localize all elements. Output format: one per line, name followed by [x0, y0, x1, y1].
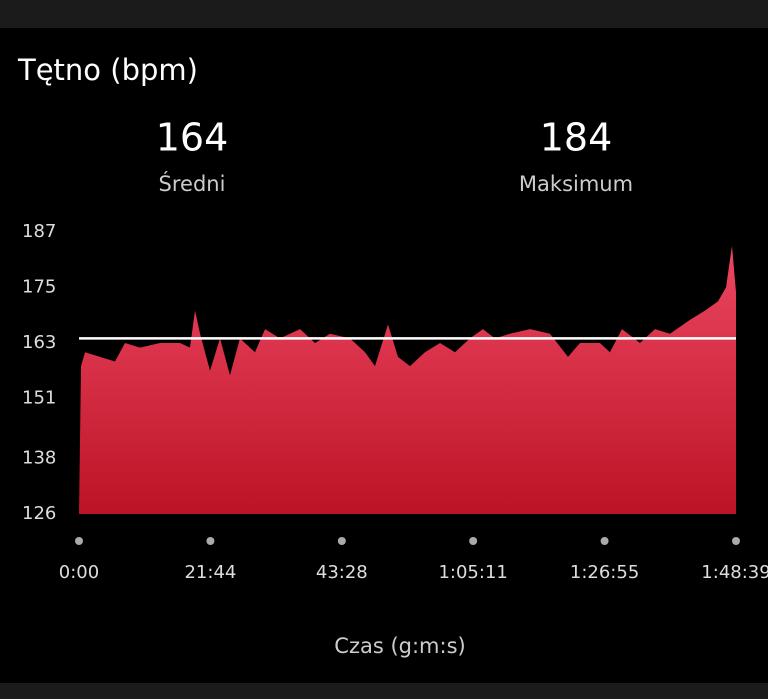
y-tick-label: 126 — [22, 503, 56, 524]
heart-rate-area — [79, 245, 736, 515]
x-tick-label: 1:48:39 — [701, 562, 768, 583]
x-tick-dot — [206, 537, 215, 545]
x-tick-label: 0:00 — [59, 562, 99, 583]
maximum-label: Maksimum — [519, 172, 633, 196]
y-tick-label: 163 — [22, 332, 56, 353]
average-value: 164 — [156, 116, 229, 160]
x-tick-dot — [600, 537, 609, 545]
y-tick-label: 138 — [22, 448, 56, 469]
y-tick-label: 175 — [22, 276, 56, 297]
x-tick-label: 21:44 — [184, 562, 236, 583]
chart-title: Tętno (bpm) — [17, 53, 198, 87]
x-tick-dot — [337, 537, 346, 545]
x-tick-label: 43:28 — [316, 562, 368, 583]
bottom-bar — [0, 683, 768, 699]
x-tick-dot — [75, 537, 83, 545]
y-tick-label: 187 — [22, 221, 56, 242]
y-tick-label: 151 — [22, 387, 56, 408]
x-tick-dot — [732, 537, 740, 545]
average-label: Średni — [159, 171, 226, 196]
x-tick-label: 1:05:11 — [438, 562, 507, 583]
top-bar — [0, 0, 768, 28]
x-tick-dot — [469, 537, 478, 545]
x-axis-label: Czas (g:m:s) — [334, 634, 465, 658]
maximum-value: 184 — [540, 116, 613, 160]
x-tick-label: 1:26:55 — [570, 562, 639, 583]
